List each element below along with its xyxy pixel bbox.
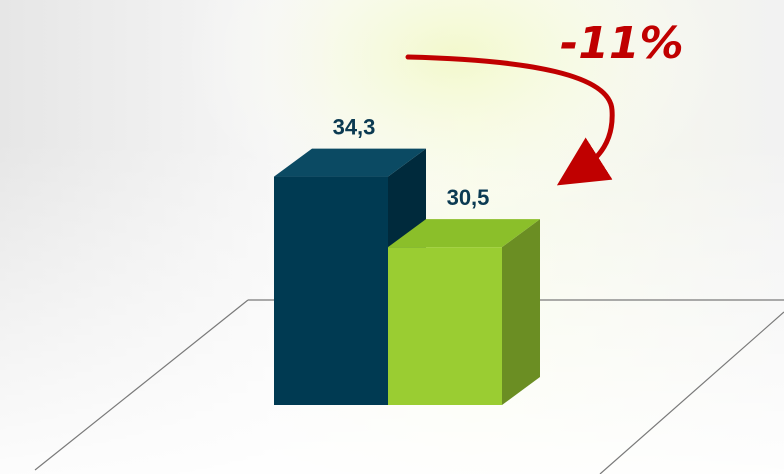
bar <box>388 247 502 405</box>
bar-value-label: 34,3 <box>333 115 376 140</box>
bar-top <box>274 148 426 177</box>
bar <box>274 176 388 405</box>
bar-top <box>388 219 540 248</box>
percent-change-label: -11% <box>560 18 684 69</box>
bar-side <box>502 219 540 405</box>
bar-value-label: 30,5 <box>447 185 490 210</box>
bars-group: 34,3 30,5 <box>274 115 540 406</box>
decrease-arrow <box>405 54 615 186</box>
